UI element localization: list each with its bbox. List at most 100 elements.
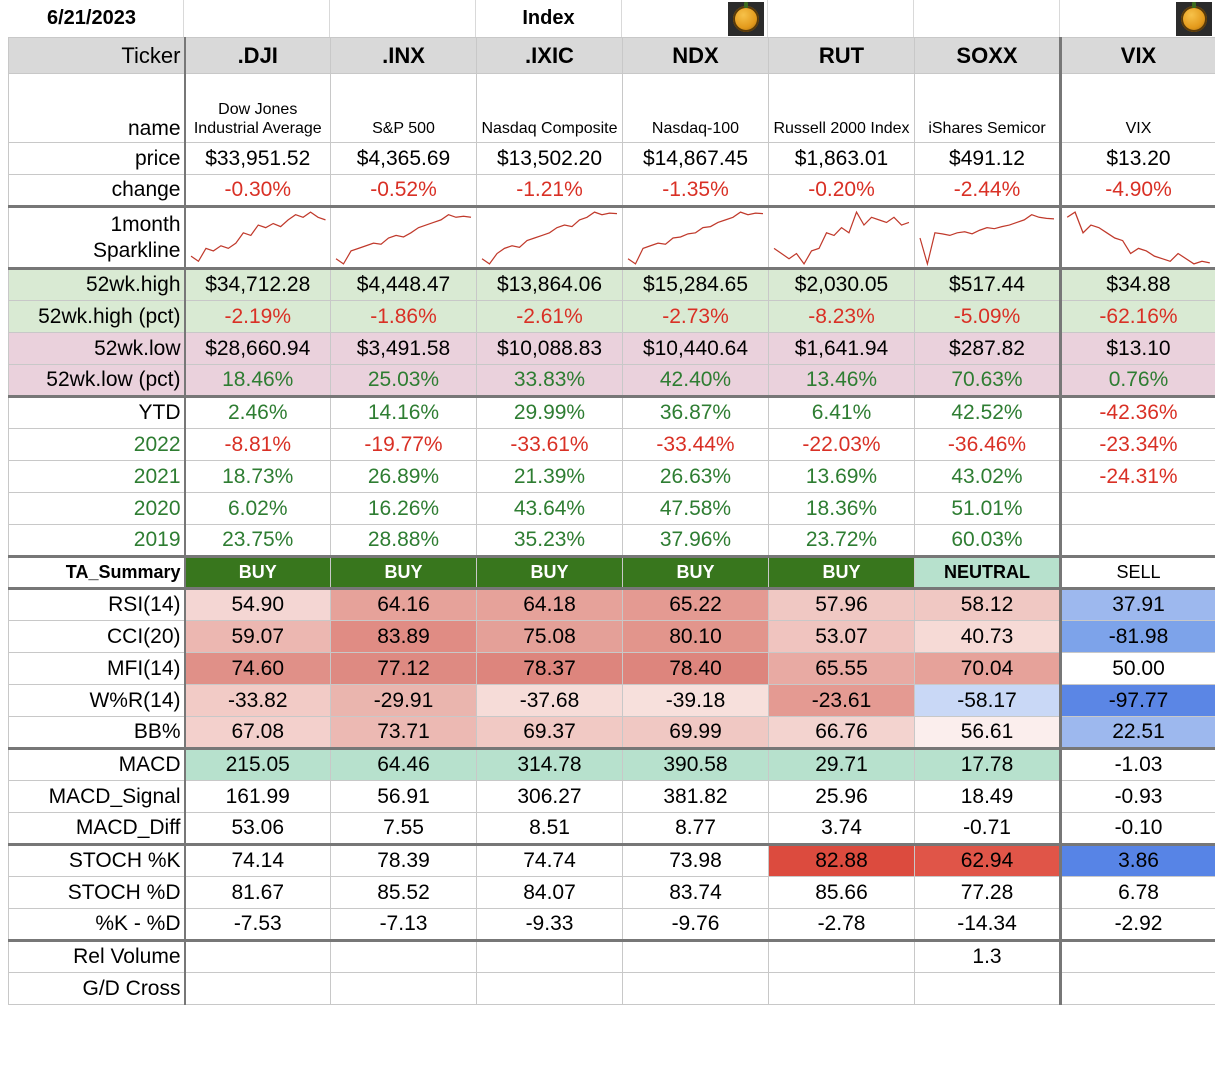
cell-sparkline-.INX[interactable] [330,205,477,269]
cell-price-.INX[interactable]: $4,365.69 [330,142,477,175]
cell-ta-RUT[interactable]: BUY [768,555,915,589]
cell-hi-.INX[interactable]: $4,448.47 [330,267,477,301]
cell-name-.IXIC[interactable]: Nasdaq Composite [476,73,623,143]
cell-kd-.INX[interactable]: -7.13 [330,908,477,941]
cell-macds-NDX[interactable]: 381.82 [622,780,769,813]
cell-lopct-.DJI[interactable]: 18.46% [184,364,331,397]
cell-sparkline-VIX[interactable] [1059,205,1215,269]
cell-ta-.INX[interactable]: BUY [330,555,477,589]
cell-lopct-NDX[interactable]: 42.40% [622,364,769,397]
cell-lo-.DJI[interactable]: $28,660.94 [184,332,331,365]
cell-sd-RUT[interactable]: 85.66 [768,876,915,909]
cell-bb-.DJI[interactable]: 67.08 [184,716,331,749]
cell-y2022-.DJI[interactable]: -8.81% [184,428,331,461]
row-label-sk[interactable]: STOCH %K [8,843,186,877]
cell-macd-.INX[interactable]: 64.46 [330,747,477,781]
cell-bb-.INX[interactable]: 73.71 [330,716,477,749]
row-label-change[interactable]: change [8,174,186,207]
cell-y2022-NDX[interactable]: -33.44% [622,428,769,461]
cell-bb-SOXX[interactable]: 56.61 [914,716,1061,749]
cell-name-VIX[interactable]: VIX [1059,73,1215,143]
cell-hi-VIX[interactable]: $34.88 [1059,267,1215,301]
cell-y2021-VIX[interactable]: -24.31% [1059,460,1215,493]
cell-y2022-.INX[interactable]: -19.77% [330,428,477,461]
cell-ticker-.IXIC[interactable]: .IXIC [476,37,623,74]
cell-macdd-SOXX[interactable]: -0.71 [914,812,1061,845]
cell-kd-RUT[interactable]: -2.78 [768,908,915,941]
row-label-rv[interactable]: Rel Volume [8,939,186,973]
cell-price-RUT[interactable]: $1,863.01 [768,142,915,175]
cell-price-.DJI[interactable]: $33,951.52 [184,142,331,175]
cell-sk-.DJI[interactable]: 74.14 [184,843,331,877]
cell-cci-RUT[interactable]: 53.07 [768,620,915,653]
cell-cci-.INX[interactable]: 83.89 [330,620,477,653]
cell-macds-.IXIC[interactable]: 306.27 [476,780,623,813]
cell-y2019-VIX[interactable] [1059,524,1215,557]
cell-mfi-SOXX[interactable]: 70.04 [914,652,1061,685]
cell-y2020-SOXX[interactable]: 51.01% [914,492,1061,525]
cell-ta-SOXX[interactable]: NEUTRAL [914,555,1061,589]
cell-gd-.DJI[interactable] [184,972,331,1005]
cell-y2019-SOXX[interactable]: 60.03% [914,524,1061,557]
cell-lo-.IXIC[interactable]: $10,088.83 [476,332,623,365]
cell-name-.DJI[interactable]: Dow Jones Industrial Average [184,73,331,143]
cell-change-.IXIC[interactable]: -1.21% [476,174,623,207]
cell-gd-.IXIC[interactable] [476,972,623,1005]
cell-ytd-.DJI[interactable]: 2.46% [184,395,331,429]
cell-sd-SOXX[interactable]: 77.28 [914,876,1061,909]
cell-lopct-.INX[interactable]: 25.03% [330,364,477,397]
row-label-macdd[interactable]: MACD_Diff [8,812,186,845]
cell-hipct-NDX[interactable]: -2.73% [622,300,769,333]
cell-bb-VIX[interactable]: 22.51 [1059,716,1215,749]
cell-sd-VIX[interactable]: 6.78 [1059,876,1215,909]
cell-change-VIX[interactable]: -4.90% [1059,174,1215,207]
cell-lo-VIX[interactable]: $13.10 [1059,332,1215,365]
row-label-cci[interactable]: CCI(20) [8,620,186,653]
cell-cci-.IXIC[interactable]: 75.08 [476,620,623,653]
cell-wr-RUT[interactable]: -23.61 [768,684,915,717]
cell-macdd-.DJI[interactable]: 53.06 [184,812,331,845]
cell-name-SOXX[interactable]: iShares Semicor [914,73,1061,143]
cell-y2019-RUT[interactable]: 23.72% [768,524,915,557]
cell-sk-NDX[interactable]: 73.98 [622,843,769,877]
cell-change-.INX[interactable]: -0.52% [330,174,477,207]
row-label-mfi[interactable]: MFI(14) [8,652,186,685]
cell-mfi-.DJI[interactable]: 74.60 [184,652,331,685]
cell-change-NDX[interactable]: -1.35% [622,174,769,207]
cell-ticker-.DJI[interactable]: .DJI [184,37,331,74]
cell-name-.INX[interactable]: S&P 500 [330,73,477,143]
cell-ticker-.INX[interactable]: .INX [330,37,477,74]
cell-y2019-.IXIC[interactable]: 35.23% [476,524,623,557]
cell-lopct-SOXX[interactable]: 70.63% [914,364,1061,397]
cell-sparkline-.DJI[interactable] [184,205,331,269]
cell-ticker-VIX[interactable]: VIX [1059,37,1215,74]
cell-wr-NDX[interactable]: -39.18 [622,684,769,717]
cell-macd-SOXX[interactable]: 17.78 [914,747,1061,781]
cell-macds-VIX[interactable]: -0.93 [1059,780,1215,813]
cell-y2021-SOXX[interactable]: 43.02% [914,460,1061,493]
row-label-y2020[interactable]: 2020 [8,492,186,525]
cell-bb-.IXIC[interactable]: 69.37 [476,716,623,749]
row-label-macds[interactable]: MACD_Signal [8,780,186,813]
cell-sd-.IXIC[interactable]: 84.07 [476,876,623,909]
cell-sk-.INX[interactable]: 78.39 [330,843,477,877]
row-label-y2022[interactable]: 2022 [8,428,186,461]
row-label-lo[interactable]: 52wk.low [8,332,186,365]
cell-lopct-RUT[interactable]: 13.46% [768,364,915,397]
row-label-sd[interactable]: STOCH %D [8,876,186,909]
cell-macdd-NDX[interactable]: 8.77 [622,812,769,845]
cell-hipct-RUT[interactable]: -8.23% [768,300,915,333]
cell-sparkline-SOXX[interactable] [914,205,1061,269]
cell-macdd-RUT[interactable]: 3.74 [768,812,915,845]
cell-macdd-.INX[interactable]: 7.55 [330,812,477,845]
cell-mfi-.IXIC[interactable]: 78.37 [476,652,623,685]
cell-gd-SOXX[interactable] [914,972,1061,1005]
cell-ta-.DJI[interactable]: BUY [184,555,331,589]
cell-name-RUT[interactable]: Russell 2000 Index [768,73,915,143]
cell-rsi-NDX[interactable]: 65.22 [622,587,769,621]
cell-wr-.IXIC[interactable]: -37.68 [476,684,623,717]
cell-y2020-RUT[interactable]: 18.36% [768,492,915,525]
cell-change-.DJI[interactable]: -0.30% [184,174,331,207]
cell-hipct-VIX[interactable]: -62.16% [1059,300,1215,333]
cell-hi-SOXX[interactable]: $517.44 [914,267,1061,301]
